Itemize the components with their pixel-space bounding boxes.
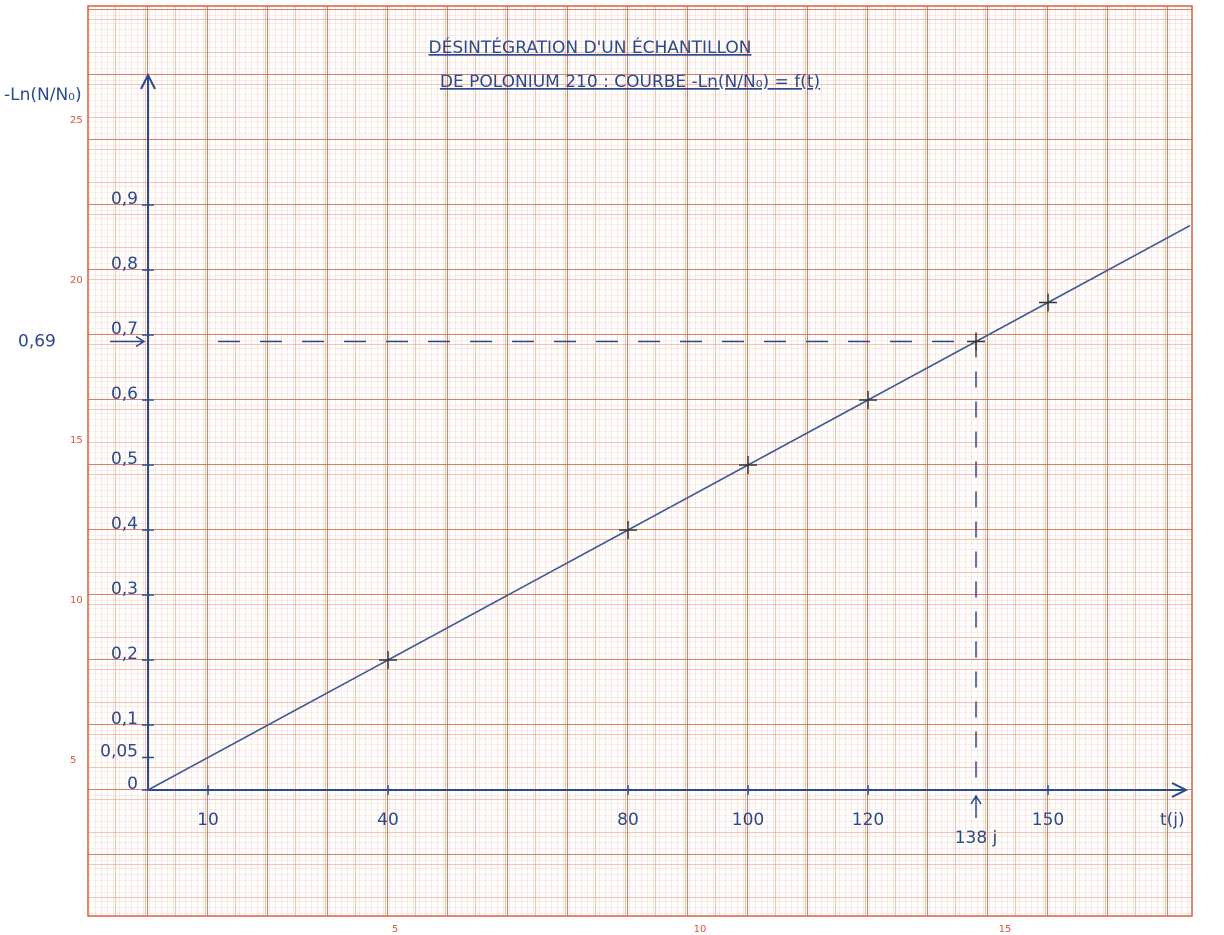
paper-label: 10 [70, 595, 83, 606]
graph-paper [88, 6, 1192, 916]
y-tick-label: 0,9 [111, 189, 138, 209]
x-axis-label: t(j) [1160, 810, 1185, 830]
y-tick-label: 0,7 [111, 319, 138, 339]
y-tick-label: 0,8 [111, 254, 138, 274]
y-tick-label: 0,5 [111, 449, 138, 469]
y-tick-label: 0,2 [111, 644, 138, 664]
x-tick-label: 40 [377, 810, 399, 830]
y-tick-label: 0 [127, 774, 138, 794]
x-tick-label: 10 [197, 810, 219, 830]
annotation: 0,69 [18, 332, 56, 352]
title-line-2: DE POLONIUM 210 : COURBE -Ln(N/N₀) = f(t… [440, 72, 820, 92]
y-axis-label: -Ln(N/N₀) [4, 85, 82, 105]
paper-label: 10 [694, 924, 707, 935]
paper-label: 25 [70, 115, 83, 126]
chart: DÉSINTÉGRATION D'UN ÉCHANTILLON DE POLON… [0, 0, 1224, 935]
y-tick-label: 0,1 [111, 709, 138, 729]
paper-label: 20 [70, 275, 83, 286]
paper-label: 5 [70, 755, 76, 766]
x-tick-label: 100 [732, 810, 764, 830]
paper-label: 15 [999, 924, 1012, 935]
y-tick-label: 0,4 [111, 514, 138, 534]
title-line-1: DÉSINTÉGRATION D'UN ÉCHANTILLON [429, 36, 752, 58]
x-tick-label: 120 [852, 810, 884, 830]
x-tick-label: 150 [1032, 810, 1064, 830]
paper-label: 15 [70, 435, 83, 446]
paper-label: 5 [392, 924, 398, 935]
y-tick-label: 0,6 [111, 384, 138, 404]
y-tick-label: 0,05 [100, 742, 138, 762]
y-tick-label: 0,3 [111, 579, 138, 599]
annotation: 138 j [955, 828, 998, 848]
x-tick-label: 80 [617, 810, 639, 830]
